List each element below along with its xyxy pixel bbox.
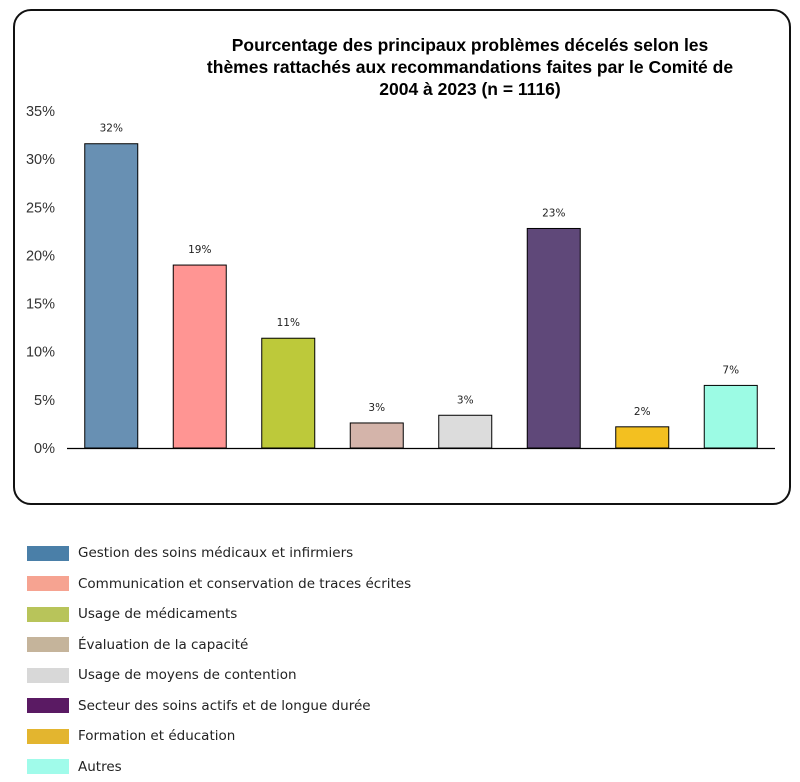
legend-swatch-soins-actifs	[27, 698, 69, 713]
data-label: 7%	[722, 364, 739, 376]
y-tick-label: 30%	[26, 152, 55, 168]
legend-item-formation: Formation et éducation	[27, 721, 411, 752]
legend-item-medicaments: Usage de médicaments	[27, 599, 411, 630]
data-label: 2%	[634, 406, 651, 418]
y-tick-label: 5%	[34, 393, 55, 409]
legend-item-soins-actifs: Secteur des soins actifs et de longue du…	[27, 691, 411, 722]
legend-label-autres: Autres	[78, 759, 122, 775]
legend-label-formation: Formation et éducation	[78, 728, 235, 744]
bar	[527, 228, 580, 448]
chart-legend: Gestion des soins médicaux et infirmiers…	[27, 538, 411, 782]
y-tick-label: 0%	[34, 441, 55, 457]
y-tick-label: 35%	[26, 104, 55, 120]
data-label: 23%	[542, 207, 565, 219]
data-label: 19%	[188, 244, 211, 256]
legend-label-gestion-soins: Gestion des soins médicaux et infirmiers	[78, 545, 353, 561]
legend-item-autres: Autres	[27, 752, 411, 782]
legend-label-evaluation: Évaluation de la capacité	[78, 637, 248, 653]
legend-swatch-gestion-soins	[27, 546, 69, 561]
legend-item-contention: Usage de moyens de contention	[27, 660, 411, 691]
legend-item-gestion-soins: Gestion des soins médicaux et infirmiers	[27, 538, 411, 569]
legend-swatch-formation	[27, 729, 69, 744]
legend-swatch-autres	[27, 759, 69, 774]
legend-swatch-communication	[27, 576, 69, 591]
data-label: 32%	[100, 123, 123, 135]
bar-chart: 0% 5% 10% 15% 20% 25% 30% 35% 32% 19% 11% 3% 3% 23% 2%…	[0, 0, 800, 520]
legend-item-communication: Communication et conservation de traces …	[27, 569, 411, 600]
legend-swatch-evaluation	[27, 637, 69, 652]
y-tick-label: 15%	[26, 297, 55, 313]
bar	[704, 385, 757, 448]
bar	[616, 427, 669, 448]
bar	[439, 415, 492, 448]
legend-item-evaluation: Évaluation de la capacité	[27, 630, 411, 661]
bar	[173, 265, 226, 448]
legend-label-contention: Usage de moyens de contention	[78, 667, 297, 683]
data-label: 3%	[457, 394, 474, 406]
data-label: 3%	[368, 402, 385, 414]
bar	[350, 423, 403, 448]
legend-label-soins-actifs: Secteur des soins actifs et de longue du…	[78, 698, 371, 714]
legend-label-communication: Communication et conservation de traces …	[78, 576, 411, 592]
legend-swatch-medicaments	[27, 607, 69, 622]
y-tick-label: 25%	[26, 200, 55, 216]
y-tick-label: 10%	[26, 345, 55, 361]
y-tick-label: 20%	[26, 248, 55, 264]
data-label: 11%	[277, 317, 300, 329]
legend-swatch-contention	[27, 668, 69, 683]
legend-label-medicaments: Usage de médicaments	[78, 606, 237, 622]
bar	[85, 144, 138, 448]
bar	[262, 338, 315, 448]
